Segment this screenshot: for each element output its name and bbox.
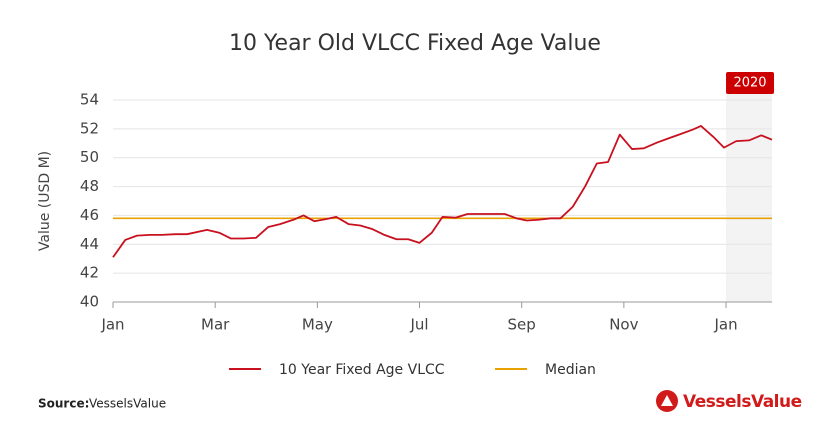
y-tick-label: 50 [80, 148, 99, 166]
x-tick-label: Jan [100, 316, 124, 334]
x-tick-label: Nov [609, 316, 638, 334]
x-tick-label: Sep [508, 316, 536, 334]
y-axis-label: Value (USD M) [37, 151, 53, 251]
y-tick-label: 54 [80, 91, 99, 109]
logo-icon [656, 390, 678, 412]
y-tick-label: 44 [80, 235, 99, 253]
x-tick-label: Mar [201, 316, 230, 334]
x-tick-label: May [302, 316, 333, 334]
y-tick-label: 46 [80, 206, 99, 224]
data-line [112, 125, 773, 258]
legend-label: Median [545, 362, 596, 378]
highlight-label: 2020 [733, 76, 766, 91]
x-tick-label: Jan [713, 316, 737, 334]
y-tick-label: 42 [80, 264, 99, 282]
y-tick-label: 52 [80, 119, 99, 137]
x-tick-label: Jul [409, 316, 428, 334]
y-tick-label: 40 [80, 293, 99, 311]
chart-title: 10 Year Old VLCC Fixed Age Value [229, 31, 601, 56]
y-tick-label: 48 [80, 177, 99, 195]
logo: VesselsValue [683, 392, 802, 412]
source: VesselsValue [89, 397, 166, 411]
source-label: Source: [38, 397, 89, 411]
highlight-badge [726, 72, 775, 94]
legend-label: 10 Year Fixed Age VLCC [279, 362, 445, 378]
